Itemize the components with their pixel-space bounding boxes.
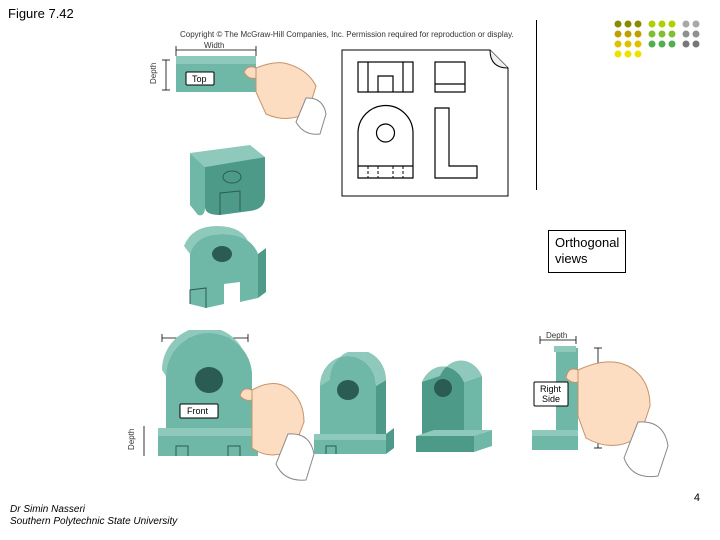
iso-part-1	[170, 135, 280, 225]
footer-author: Dr Simin Nasseri Southern Polytechnic St…	[10, 504, 177, 528]
hand-front-view: Width Depth Front	[118, 330, 318, 500]
svg-text:Depth: Depth	[127, 429, 136, 450]
svg-text:Top: Top	[192, 74, 207, 84]
svg-text:Right: Right	[540, 384, 562, 394]
copyright-text: Copyright © The McGraw-Hill Companies, I…	[180, 30, 514, 39]
iso-rot-2	[398, 352, 498, 472]
iso-part-2	[162, 218, 282, 323]
page-number: 4	[694, 492, 700, 504]
figure-title: Figure 7.42	[8, 6, 74, 21]
annotation-line2: views	[555, 251, 588, 266]
hand-right-side-view: Depth Height Right Side	[498, 330, 708, 505]
ortho-sheet	[340, 48, 510, 198]
svg-text:Depth: Depth	[546, 331, 567, 340]
svg-text:Side: Side	[542, 394, 560, 404]
svg-text:Depth: Depth	[149, 63, 158, 84]
divider-line	[536, 20, 537, 190]
annotation-orthogonal-views: Orthogonal views	[548, 230, 626, 273]
svg-text:Width: Width	[204, 42, 224, 50]
dots-decoration	[612, 18, 702, 73]
author-name: Dr Simin Nasseri	[10, 504, 85, 515]
svg-text:Front: Front	[187, 406, 209, 416]
author-affiliation: Southern Polytechnic State University	[10, 516, 177, 527]
annotation-line1: Orthogonal	[555, 235, 619, 250]
iso-rot-1	[300, 352, 400, 472]
